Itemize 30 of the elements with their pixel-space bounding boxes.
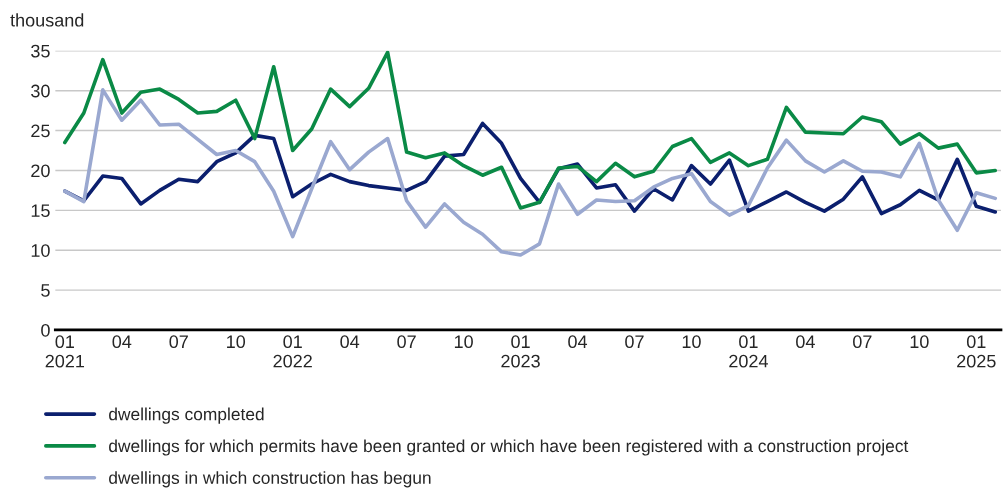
x-tick-label: 04 <box>796 335 815 349</box>
y-tick-label: 5 <box>41 284 50 297</box>
x-tick-label: 01 2022 <box>273 335 312 368</box>
x-tick-label: 01 2025 <box>957 335 996 368</box>
line-series <box>63 50 998 210</box>
y-tick-label: 0 <box>41 323 50 337</box>
y-tick-label: 10 <box>31 244 50 257</box>
x-tick-label: 04 <box>340 335 360 349</box>
x-tick-label: 04 <box>568 335 588 349</box>
y-tick-label: 25 <box>31 124 50 138</box>
x-tick-label: 10 <box>227 335 246 349</box>
legend-label: dwellings in which construction has begun <box>109 471 431 488</box>
x-tick-label: 07 <box>853 335 872 349</box>
x-tick-label: 10 <box>910 335 929 349</box>
x-tick-label: 01 2024 <box>729 335 768 368</box>
y-tick-label: 30 <box>31 84 50 98</box>
y-tick-label: 20 <box>31 164 50 178</box>
x-tick-label: 10 <box>454 335 473 349</box>
y-tick-label: 15 <box>31 204 50 218</box>
legend-label: dwellings completed <box>109 407 264 424</box>
line-series <box>63 88 998 257</box>
x-tick-label: 01 2023 <box>501 335 540 368</box>
x-tick-label: 07 <box>169 335 188 349</box>
x-tick-label: 10 <box>682 335 701 349</box>
y-tick-label: 35 <box>31 44 50 58</box>
x-tick-label: 07 <box>397 335 416 349</box>
x-tick-label: 07 <box>625 335 644 349</box>
legend-label: dwellings for which permits have been granted or which have been registered with a construction project <box>109 439 909 456</box>
x-tick-label: 04 <box>112 335 132 349</box>
y-axis-title: thousand <box>10 13 84 27</box>
